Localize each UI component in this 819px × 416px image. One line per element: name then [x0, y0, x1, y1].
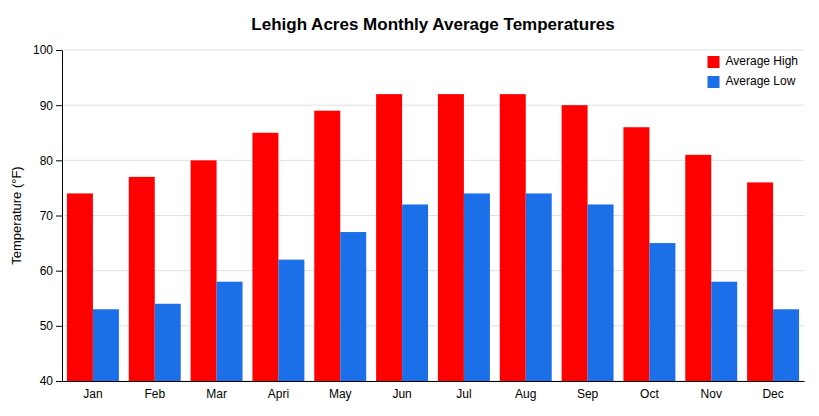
x-tick: Jan	[83, 387, 102, 401]
x-axis-line	[63, 381, 805, 382]
x-tick: Dec	[762, 387, 783, 401]
y-tick: 70	[40, 209, 62, 223]
plot: 40 50 60 70 80 90 100 Jan Feb Mar Apri May Jun Jul Aug…	[33, 43, 805, 400]
x-tick: Oct	[640, 387, 659, 401]
bar-series	[67, 94, 773, 381]
bar	[747, 182, 773, 381]
legend-background	[704, 52, 803, 94]
bar	[526, 193, 552, 381]
x-tick-label: Mar	[206, 387, 227, 401]
bar-series	[93, 193, 799, 381]
bar	[252, 133, 278, 381]
y-tick: 40	[40, 374, 62, 388]
bar	[588, 204, 614, 381]
y-tick-label: 40	[40, 374, 54, 388]
x-tick-label: Feb	[144, 387, 165, 401]
x-tick-label: Apri	[268, 387, 289, 401]
x-tick-label: May	[329, 387, 352, 401]
y-tick-mark	[56, 105, 62, 106]
bar	[314, 111, 340, 381]
bar	[93, 309, 119, 381]
y-tick-mark	[56, 271, 62, 272]
bar	[340, 232, 366, 381]
y-tick-label: 60	[40, 264, 54, 278]
x-tick: May	[329, 387, 352, 401]
legend: Average High Average Low	[704, 52, 803, 94]
bar	[649, 243, 675, 381]
x-tick: Nov	[701, 387, 722, 401]
grid	[62, 50, 804, 381]
y-tick-label: 90	[40, 99, 54, 113]
bar	[191, 160, 217, 381]
y-tick-label: 100	[33, 43, 53, 57]
legend-label: Average High	[726, 54, 799, 68]
bars	[67, 94, 799, 381]
grid-line	[62, 105, 804, 106]
y-tick: 60	[40, 264, 62, 278]
y-tick: 80	[40, 154, 62, 168]
bar	[155, 304, 181, 381]
legend-item: Average Low	[708, 74, 796, 88]
y-axis: 40 50 60 70 80 90 100	[33, 43, 63, 388]
x-tick: Jun	[392, 387, 411, 401]
x-axis: Jan Feb Mar Apri May Jun Jul Aug Sep Oct Nov Dec	[63, 382, 805, 401]
y-tick: 100	[33, 43, 62, 57]
y-tick-label: 70	[40, 209, 54, 223]
y-tick-mark	[56, 160, 62, 161]
bar	[711, 282, 737, 381]
bar	[623, 127, 649, 381]
x-tick: Apri	[268, 387, 289, 401]
y-tick-mark	[56, 326, 62, 327]
legend-swatch	[708, 56, 720, 68]
chart: 40 50 60 70 80 90 100 Jan Feb Mar Apri May Jun Jul Aug…	[0, 0, 819, 416]
bar	[438, 94, 464, 381]
y-tick-label: 80	[40, 154, 54, 168]
y-tick-mark	[56, 381, 62, 382]
y-tick: 50	[40, 319, 62, 333]
grid-line	[62, 50, 804, 51]
legend-swatch	[708, 76, 720, 88]
x-tick: Aug	[515, 387, 536, 401]
bar	[685, 155, 711, 381]
bar	[67, 193, 93, 381]
bar	[217, 282, 243, 381]
y-tick-label: 50	[40, 319, 54, 333]
legend-label: Average Low	[726, 74, 796, 88]
title: Lehigh Acres Monthly Average Temperature…	[251, 15, 614, 34]
y-axis-title: Temperature (°F)	[9, 166, 24, 264]
y-tick-mark	[56, 50, 62, 51]
bar	[129, 177, 155, 381]
bar	[773, 309, 799, 381]
bar	[562, 105, 588, 381]
x-tick-label: Jun	[392, 387, 411, 401]
x-tick-label: Jan	[83, 387, 102, 401]
bar	[376, 94, 402, 381]
x-tick: Jul	[456, 387, 471, 401]
legend-item: Average High	[708, 54, 799, 68]
x-tick-label: Sep	[577, 387, 599, 401]
x-tick-label: Oct	[640, 387, 659, 401]
x-tick: Sep	[577, 387, 599, 401]
x-tick-label: Dec	[762, 387, 783, 401]
x-tick: Feb	[144, 387, 165, 401]
x-tick-label: Jul	[456, 387, 471, 401]
bar	[402, 204, 428, 381]
x-tick-label: Aug	[515, 387, 536, 401]
bar	[500, 94, 526, 381]
bar	[464, 193, 490, 381]
x-tick-label: Nov	[701, 387, 722, 401]
y-axis-line	[62, 51, 63, 382]
y-tick: 90	[40, 99, 62, 113]
bar	[278, 260, 304, 381]
x-tick: Mar	[206, 387, 227, 401]
y-tick-mark	[56, 216, 62, 217]
